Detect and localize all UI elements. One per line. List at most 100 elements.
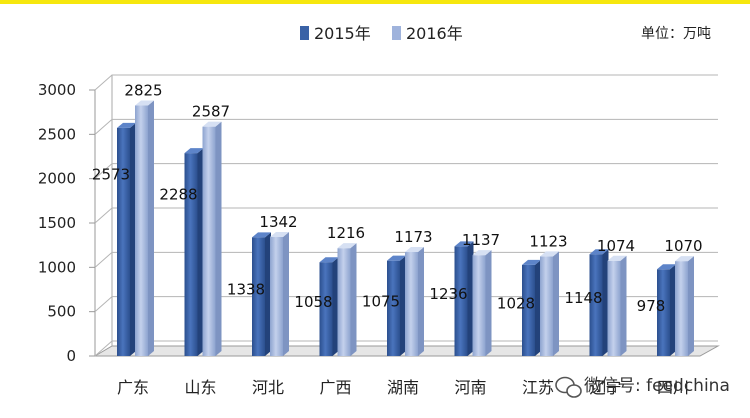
bar-2016-四川	[675, 261, 688, 356]
bar-top	[184, 148, 204, 154]
gridline	[94, 340, 718, 357]
bar-side	[283, 232, 289, 356]
bar-2015-广西	[319, 262, 333, 356]
data-label-2015-广西: 1058	[294, 293, 332, 311]
y-tick-label: 3000	[38, 81, 76, 99]
bar-2016-江苏	[540, 256, 553, 356]
bar-side	[535, 259, 541, 356]
y-tick-label: 2000	[38, 170, 76, 188]
gridline	[94, 74, 718, 91]
bar-top	[319, 257, 339, 263]
data-label-2016-湖南: 1173	[394, 228, 432, 246]
data-label-2016-河北: 1342	[259, 213, 297, 231]
watermark: 微信号: feedchina	[555, 376, 730, 398]
bar-side	[553, 251, 559, 356]
bar-2016-河北	[270, 237, 283, 356]
bar-top	[337, 243, 357, 249]
bar-side	[418, 246, 424, 356]
unit-label: 单位：万吨	[641, 26, 711, 42]
bar-2016-广东	[135, 105, 148, 357]
data-label-2016-广东: 2825	[124, 82, 162, 100]
legend: 2015年 2016年	[300, 24, 463, 43]
bar-top	[589, 249, 609, 255]
bar-2016-广西	[337, 248, 351, 356]
gridline	[94, 296, 718, 313]
bar-top	[522, 259, 541, 265]
gridline	[94, 118, 718, 135]
category-label-河南: 河南	[454, 378, 486, 397]
legend-label-2016: 2016年	[406, 24, 463, 43]
bar-side	[400, 255, 406, 356]
bar-top	[454, 241, 474, 247]
bar-top	[472, 250, 492, 256]
data-label-2015-四川: 978	[637, 297, 666, 315]
data-label-2015-湖南: 1075	[362, 292, 400, 310]
bar-2016-山东	[202, 126, 216, 357]
top-accent-bar	[0, 0, 750, 4]
bar-top	[202, 121, 222, 127]
data-label-2016-辽宁: 1074	[597, 237, 635, 255]
bars	[117, 100, 694, 357]
category-label-广东: 广东	[117, 378, 149, 397]
bar-2016-湖南	[405, 251, 418, 356]
x-axis-categories: 广东 山东 河北 广西 湖南 河南 江苏 辽宁 四川	[117, 378, 689, 397]
y-axis-ticks: 0 500 1000 1500 2000 2500 3000	[38, 81, 95, 365]
data-label-2015-广东: 2573	[92, 165, 130, 183]
bar-side	[670, 264, 676, 356]
watermark-text: 微信号: feedchina	[584, 376, 730, 396]
bar-2015-四川	[657, 269, 670, 356]
data-label-2016-山东: 2587	[192, 103, 230, 121]
bar-side	[620, 255, 627, 356]
bar-side	[130, 122, 136, 357]
bar-side	[485, 250, 492, 356]
chart-wall	[95, 75, 718, 356]
bar-2015-山东	[184, 153, 198, 356]
bar-2016-辽宁	[607, 260, 621, 356]
legend-swatch-2016	[392, 26, 401, 40]
bar-top	[270, 232, 289, 238]
bar-side	[688, 256, 694, 356]
y-tick-label: 1500	[38, 214, 76, 232]
data-label-2016-四川: 1070	[664, 237, 702, 255]
gridline	[94, 207, 718, 224]
bar-2015-河北	[252, 237, 265, 356]
bar-2015-江苏	[522, 264, 535, 356]
y-tick-label: 0	[66, 347, 76, 365]
category-label-河北: 河北	[252, 378, 284, 397]
data-label-2015-江苏: 1028	[497, 295, 535, 313]
data-label-2016-广西: 1216	[327, 224, 365, 242]
category-label-四川: 四川	[657, 378, 689, 397]
bar-top	[117, 122, 136, 128]
bar-side	[332, 257, 339, 356]
data-label-2015-辽宁: 1148	[564, 289, 602, 307]
bar-top	[675, 256, 694, 262]
data-label-2015-河南: 1236	[429, 285, 467, 303]
bar-2016-河南	[472, 255, 486, 356]
gridline	[94, 251, 718, 268]
y-tick-label: 500	[47, 303, 76, 321]
bar-top	[657, 264, 676, 270]
category-label-湖南: 湖南	[387, 378, 419, 397]
data-label-2015-山东: 2288	[159, 186, 197, 204]
data-labels: 2573 2825 2288 2587 1338 1342 1058 1216 1075 1173…	[92, 82, 703, 315]
legend-label-2015: 2015年	[314, 24, 371, 43]
bar-top	[540, 251, 559, 257]
bar-side	[215, 121, 222, 357]
bar-top	[387, 255, 406, 261]
bar-2015-辽宁	[589, 254, 603, 356]
bar-2015-河南	[454, 246, 468, 356]
bar-side	[197, 148, 204, 356]
bar-top	[252, 232, 271, 238]
y-tick-label: 2500	[38, 125, 76, 143]
category-label-广西: 广西	[319, 378, 351, 397]
bar-side	[148, 100, 154, 357]
bar-side	[265, 232, 271, 356]
bar-side	[467, 241, 474, 356]
bar-2015-广东	[117, 127, 130, 357]
bar-top	[607, 255, 627, 261]
bar-top	[405, 246, 424, 252]
category-label-山东: 山东	[184, 378, 216, 397]
category-label-辽宁: 辽宁	[589, 378, 621, 397]
bar-top	[135, 100, 154, 106]
